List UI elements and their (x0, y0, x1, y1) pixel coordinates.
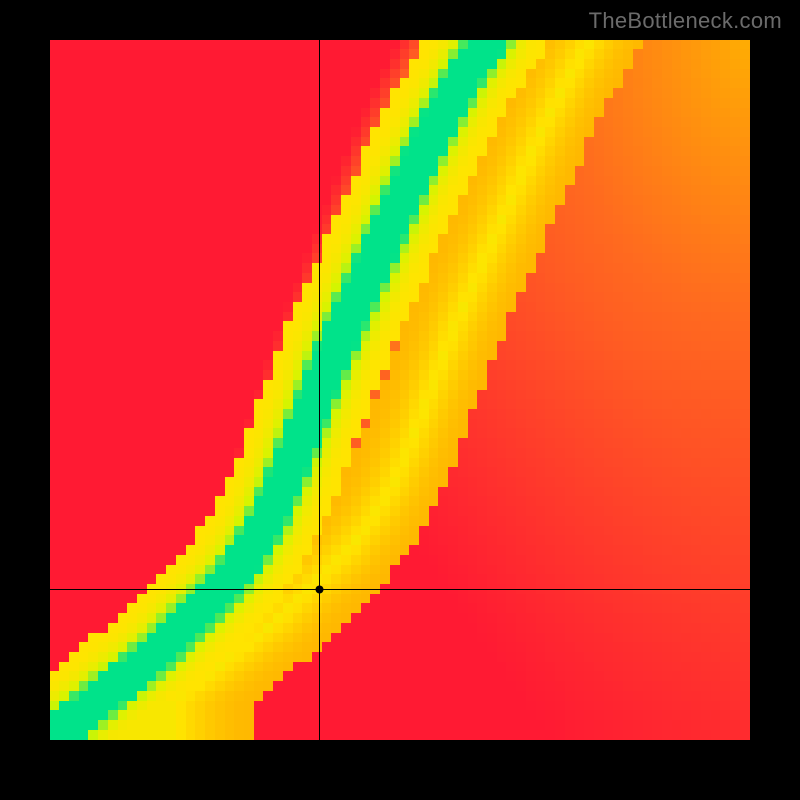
bottleneck-heatmap (50, 40, 750, 740)
watermark: TheBottleneck.com (589, 8, 782, 34)
